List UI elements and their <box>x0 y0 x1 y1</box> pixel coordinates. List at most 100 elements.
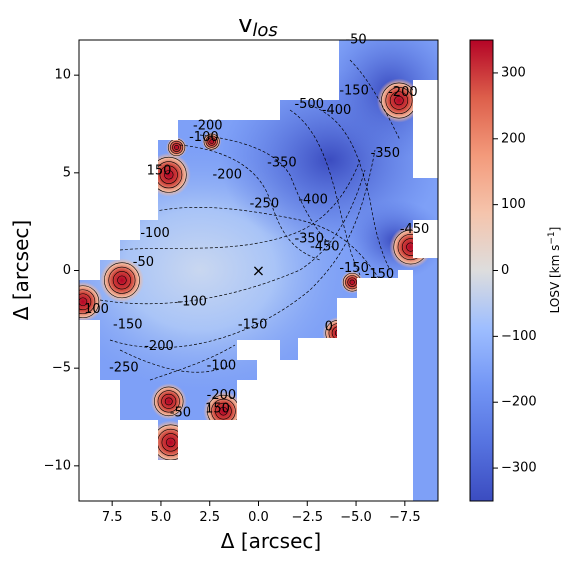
hotspot-contour-ring <box>108 266 136 294</box>
y-tick-label: 10 <box>54 68 71 83</box>
y-axis-title: Δ [arcsec] <box>9 220 33 320</box>
hotspot-contour-ring <box>389 91 409 110</box>
chart-title-main: v <box>238 10 252 38</box>
hotspot-contour-ring <box>117 275 127 285</box>
hotspot-contour-ring <box>385 87 413 115</box>
hotspot-contour-ring <box>394 95 404 106</box>
hotspot-contour-ring <box>172 142 182 152</box>
hotspot-6 <box>150 383 187 420</box>
contour-label-23: -450 <box>400 222 430 237</box>
contour-label-8: -200 <box>193 118 223 133</box>
contour-label-13: -350 <box>294 232 324 247</box>
chart-title-subscript: los <box>252 20 277 41</box>
y-tick-label: 5 <box>63 165 71 180</box>
colorbar-tick-label: −300 <box>501 461 537 476</box>
hotspot-contour-ring <box>219 406 228 416</box>
hotspot-contour-ring <box>164 397 173 406</box>
center-marker: × <box>252 261 265 280</box>
contour-label-15: -500 <box>294 97 324 112</box>
x-tick-label: −7.5 <box>389 510 421 525</box>
hotspot-contour-ring <box>154 386 184 417</box>
contour-line <box>109 149 376 349</box>
x-tick-label: −2.5 <box>291 510 323 525</box>
x-axis-title: Δ [arcsec] <box>221 529 321 553</box>
colorbar-gradient <box>469 39 494 502</box>
chart-title: vlos <box>238 10 278 41</box>
hotspot-contour-ring <box>79 293 92 311</box>
contour-line <box>119 349 231 373</box>
hotspot-contour-ring <box>215 402 232 420</box>
contour-label-11: -350 <box>267 156 297 171</box>
contour-label-14: -450 <box>310 240 340 255</box>
contour-label-24: -50 <box>170 406 191 421</box>
hotspot-contour-ring <box>164 170 174 180</box>
hotspot-contour-ring <box>207 137 216 146</box>
colorbar-tick-label: −100 <box>501 329 537 344</box>
contour-label-0: -100 <box>140 226 170 241</box>
x-tick-label: 5.0 <box>151 510 172 525</box>
hotspot-contour-ring <box>79 285 100 319</box>
contour-label-4: -200 <box>144 339 174 354</box>
x-tick-label: 2.5 <box>199 510 220 525</box>
colorbar-tick-label: 200 <box>501 131 526 146</box>
x-axis-ticks: 7.5 5.0 2.5 0.0 −2.5 −5.0 −7.5 <box>102 501 421 525</box>
colorbar-label-main: LOSV [km s <box>548 245 562 314</box>
contour-label-6: -150 <box>238 318 268 333</box>
x-tick-label: 0.0 <box>248 510 269 525</box>
contour-label-18: -150 <box>339 83 369 98</box>
contour-label-9: -200 <box>213 167 243 182</box>
hotspot-contour-ring <box>205 135 218 148</box>
hotspot-contour-ring <box>209 139 214 144</box>
contour-label-29: -100 <box>189 130 219 145</box>
hotspot-contour-ring <box>161 393 177 409</box>
y-axis-ticks: 10 5 0 −5 −10 <box>44 68 79 473</box>
colorbar-tick-label: 0 <box>501 263 509 278</box>
hotspot-contour-ring <box>166 437 176 448</box>
contour-label-27: 150 <box>147 163 172 178</box>
hotspot-1 <box>79 281 103 322</box>
colorbar-tick-label: 100 <box>501 197 526 212</box>
hotspot-contour-ring <box>170 140 184 154</box>
hotspot-contour-ring <box>349 279 355 285</box>
colorbar-label-suffix: ] <box>548 227 562 232</box>
contour-line <box>199 134 336 251</box>
colorbar-ticks: 300 200 100 0 −100 −200 −300 <box>493 65 537 476</box>
y-tick-label: −10 <box>44 458 71 473</box>
contour-label-16: -400 <box>322 103 352 118</box>
hotspot-contour-ring <box>79 297 88 307</box>
contour-line <box>179 144 321 261</box>
contour-label-25: -200 <box>207 388 237 403</box>
hotspot-contour-ring <box>159 165 178 184</box>
hotspot-contour-ring <box>203 133 220 150</box>
colorbar: 300 200 100 0 −100 −200 −300 LOSV [km s−1] <box>469 39 562 502</box>
velocity-map: -100-50-100-150-200-250-150-100-200-200-… <box>78 33 439 502</box>
hotspot-contour-ring <box>157 390 180 413</box>
contour-label-7: -100 <box>207 359 237 374</box>
hotspot-10 <box>166 137 187 158</box>
hotspot-contour-ring <box>104 262 140 299</box>
colorbar-tick-label: 300 <box>501 65 526 80</box>
contour-label-17: -350 <box>371 146 401 161</box>
colorbar-label-superscript: −1 <box>547 231 557 244</box>
contour-label-12: -400 <box>298 193 328 208</box>
y-tick-label: −5 <box>52 361 71 376</box>
hotspot-11 <box>202 131 222 152</box>
x-tick-label: 7.5 <box>102 510 123 525</box>
contour-line <box>309 104 391 271</box>
contour-label-20: -150 <box>339 261 369 276</box>
contour-line <box>99 169 366 305</box>
hotspot-layer <box>79 78 432 465</box>
contour-label-22: 0 <box>325 320 333 335</box>
hotspot-contour-ring <box>79 289 96 315</box>
contour-label-layer: -100-50-100-150-200-250-150-100-200-200-… <box>84 33 429 421</box>
y-tick-label: 0 <box>63 263 71 278</box>
contour-label-21: -150 <box>365 267 395 282</box>
hotspot-contour-ring <box>174 145 179 150</box>
hotspot-0 <box>99 258 144 303</box>
x-tick-label: −5.0 <box>340 510 372 525</box>
contour-label-3: -150 <box>113 318 143 333</box>
contour-label-30: 150 <box>205 402 230 417</box>
contour-line <box>139 207 381 281</box>
contour-label-1: -50 <box>133 255 154 270</box>
contour-label-19: -200 <box>388 85 418 100</box>
